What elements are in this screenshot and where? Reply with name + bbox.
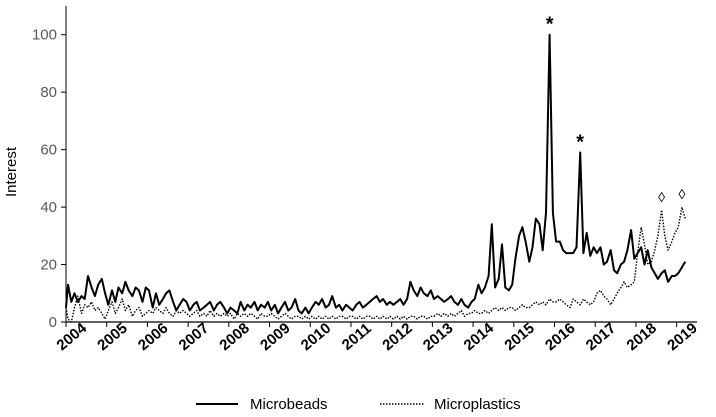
annotation-layer: * * ◊ ◊ xyxy=(546,14,686,205)
series-line-microbeads xyxy=(65,33,687,315)
x-tick-label: 2005 xyxy=(94,320,130,354)
diamond-marker: ◊ xyxy=(658,189,665,205)
x-tick-label: 2006 xyxy=(135,320,171,354)
asterisk-marker: * xyxy=(576,132,584,154)
x-tick-label: 2009 xyxy=(257,320,293,354)
x-tick-label: 2010 xyxy=(298,320,334,354)
y-tick-label: 20 xyxy=(40,257,57,274)
x-tick-label: 2018 xyxy=(623,320,659,354)
x-tick-label: 2013 xyxy=(420,320,456,354)
legend: Microbeads Microplastics xyxy=(196,396,521,413)
x-tick-label: 2015 xyxy=(501,320,537,354)
y-tick-label: 100 xyxy=(32,27,57,44)
series-layer xyxy=(65,33,687,323)
asterisk-marker: * xyxy=(546,14,554,36)
x-tick-label: 2011 xyxy=(339,320,375,354)
legend-label-microbeads: Microbeads xyxy=(250,396,328,413)
legend-label-microplastics: Microplastics xyxy=(434,396,521,413)
y-tick-label: 0 xyxy=(49,314,57,331)
x-tick-label: 2016 xyxy=(542,320,578,354)
y-tick-label: 80 xyxy=(40,84,57,101)
diamond-marker: ◊ xyxy=(678,186,685,202)
series-line-microplastics xyxy=(65,206,686,323)
x-tick-label: 2004 xyxy=(54,319,91,354)
y-tick-label: 40 xyxy=(40,199,57,216)
x-tick-label: 2012 xyxy=(379,320,415,354)
x-tick-label: 2014 xyxy=(461,319,498,354)
x-tick-label: 2008 xyxy=(216,320,252,354)
x-tick-label: 2019 xyxy=(664,320,700,354)
y-axis-label: Interest xyxy=(3,146,20,197)
y-axis-ticks: 0 20 40 60 80 100 xyxy=(32,27,66,331)
y-tick-label: 60 xyxy=(40,142,57,159)
x-tick-label: 2007 xyxy=(176,320,212,354)
x-axis-ticks: 2004 2005 2006 2007 2008 2009 2010 2011 2012 2013… xyxy=(54,319,701,354)
x-tick-label: 2017 xyxy=(583,320,619,354)
